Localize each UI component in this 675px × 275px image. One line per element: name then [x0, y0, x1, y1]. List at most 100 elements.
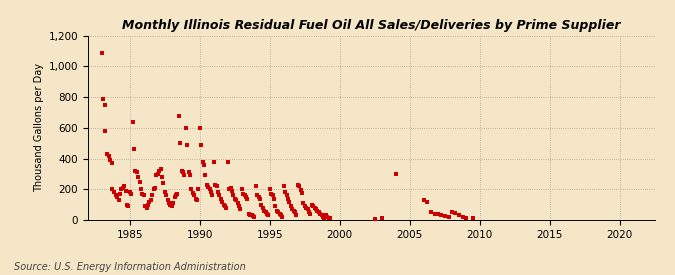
Point — [421, 199, 432, 204]
Point — [178, 170, 188, 175]
Point — [284, 199, 295, 204]
Point — [225, 186, 236, 190]
Point — [273, 210, 284, 214]
Point — [458, 215, 468, 219]
Point — [201, 183, 212, 187]
Point — [122, 202, 132, 207]
Point — [238, 192, 248, 196]
Point — [234, 204, 244, 208]
Point — [210, 183, 221, 187]
Point — [323, 216, 334, 220]
Point — [137, 192, 148, 196]
Point — [153, 172, 163, 176]
Point — [116, 187, 127, 191]
Point — [316, 213, 327, 218]
Point — [145, 198, 156, 202]
Point — [244, 212, 254, 216]
Point — [211, 184, 222, 188]
Point — [182, 142, 192, 147]
Point — [299, 204, 310, 208]
Point — [429, 212, 440, 216]
Point — [154, 169, 165, 173]
Point — [214, 193, 225, 198]
Point — [110, 193, 121, 198]
Point — [306, 202, 317, 207]
Point — [132, 170, 142, 175]
Point — [236, 187, 247, 191]
Point — [165, 202, 176, 207]
Point — [277, 215, 288, 219]
Point — [260, 210, 271, 214]
Point — [141, 205, 152, 210]
Point — [230, 196, 240, 201]
Point — [301, 205, 312, 210]
Point — [313, 210, 324, 214]
Point — [308, 204, 319, 208]
Point — [250, 184, 261, 188]
Point — [369, 217, 380, 221]
Point — [253, 195, 264, 199]
Point — [315, 212, 325, 216]
Point — [134, 179, 145, 184]
Point — [150, 186, 161, 190]
Point — [219, 204, 230, 208]
Point — [206, 190, 217, 195]
Point — [266, 192, 277, 196]
Point — [467, 216, 478, 221]
Point — [196, 142, 207, 147]
Point — [269, 196, 279, 201]
Point — [103, 153, 114, 158]
Point — [227, 189, 238, 193]
Point — [148, 187, 159, 191]
Point — [112, 195, 123, 199]
Point — [257, 205, 268, 210]
Point — [310, 207, 321, 211]
Point — [454, 213, 464, 218]
Point — [240, 195, 251, 199]
Point — [163, 201, 174, 205]
Point — [304, 210, 315, 214]
Point — [249, 215, 260, 219]
Point — [294, 184, 304, 188]
Point — [155, 167, 166, 172]
Point — [136, 187, 146, 191]
Point — [138, 193, 149, 198]
Point — [117, 186, 128, 190]
Point — [190, 196, 201, 201]
Point — [292, 183, 303, 187]
Point — [248, 214, 259, 218]
Point — [221, 205, 232, 210]
Point — [179, 173, 190, 178]
Point — [274, 212, 285, 216]
Point — [218, 202, 229, 207]
Point — [291, 213, 302, 218]
Point — [235, 207, 246, 211]
Point — [263, 213, 274, 218]
Point — [159, 190, 170, 195]
Point — [443, 215, 454, 219]
Point — [146, 193, 157, 198]
Point — [133, 175, 144, 179]
Point — [144, 199, 155, 204]
Point — [99, 103, 110, 107]
Point — [309, 205, 320, 210]
Point — [298, 201, 308, 205]
Point — [171, 193, 182, 198]
Point — [242, 196, 252, 201]
Point — [433, 212, 443, 216]
Point — [100, 129, 111, 133]
Point — [197, 160, 208, 165]
Point — [102, 152, 113, 156]
Point — [312, 208, 323, 213]
Point — [319, 216, 330, 221]
Point — [252, 193, 263, 198]
Point — [217, 199, 227, 204]
Point — [204, 187, 215, 191]
Point — [215, 196, 226, 201]
Point — [322, 215, 333, 219]
Point — [158, 181, 169, 185]
Point — [120, 189, 131, 193]
Point — [288, 208, 299, 213]
Y-axis label: Thousand Gallons per Day: Thousand Gallons per Day — [34, 63, 45, 192]
Point — [439, 214, 450, 218]
